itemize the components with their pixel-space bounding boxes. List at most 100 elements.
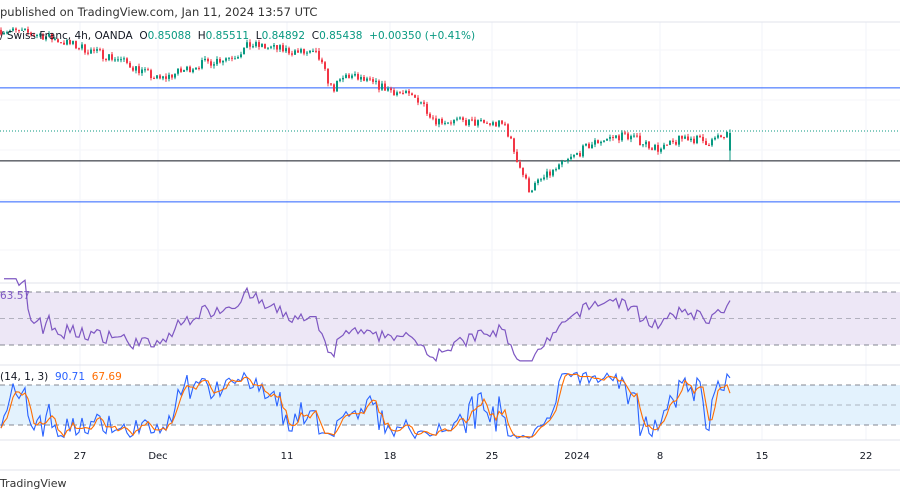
candle-body xyxy=(192,69,194,73)
candle-body xyxy=(405,90,407,94)
candle-body xyxy=(198,67,200,69)
candle-body xyxy=(690,138,692,141)
published-caption: published on TradingView.com, Jan 11, 20… xyxy=(0,5,318,19)
candle-body xyxy=(213,64,215,66)
candle-body xyxy=(42,34,44,40)
candle-body xyxy=(639,135,641,146)
candle-body xyxy=(45,36,47,40)
candle-body xyxy=(546,171,548,178)
candle-body xyxy=(348,74,350,78)
candle-body xyxy=(420,102,422,104)
candle-body xyxy=(324,62,326,69)
candle-body xyxy=(576,153,578,155)
candle-body xyxy=(447,122,449,124)
candle-body xyxy=(606,138,608,141)
candle-body xyxy=(417,97,419,103)
candle-body xyxy=(429,113,431,118)
candle-body xyxy=(432,117,434,119)
candle-body xyxy=(144,69,146,71)
candle-body xyxy=(453,119,455,124)
candle-body xyxy=(117,59,119,61)
x-axis-tick: Dec xyxy=(148,451,168,462)
candle-body xyxy=(186,66,188,71)
stoch-legend: (14, 1, 3) 90.71 67.69 xyxy=(0,371,122,383)
candle-body xyxy=(270,46,272,48)
candle-body xyxy=(516,151,518,163)
candle-body xyxy=(510,136,512,139)
candle-body xyxy=(441,118,443,124)
candle-body xyxy=(468,119,470,126)
candle-body xyxy=(81,44,83,49)
candle-body xyxy=(138,66,140,74)
candle-body xyxy=(66,39,68,45)
stoch-k-line xyxy=(0,371,731,440)
candle-body xyxy=(663,144,665,149)
candle-body xyxy=(12,28,14,31)
candle-body xyxy=(573,154,575,157)
candle-body xyxy=(156,75,158,79)
candle-body xyxy=(189,66,191,73)
candle-body xyxy=(507,124,509,137)
candle-body xyxy=(708,144,710,146)
candle-body xyxy=(543,177,545,180)
candle-body xyxy=(33,34,35,36)
candle-body xyxy=(351,75,353,78)
candle-body xyxy=(603,140,605,142)
candle-body xyxy=(102,49,104,59)
candle-body xyxy=(228,57,230,59)
open-value: 0.85088 xyxy=(147,30,192,42)
candle-body xyxy=(51,33,53,40)
candle-body xyxy=(633,135,635,137)
candle-body xyxy=(105,58,107,60)
candle-body xyxy=(54,39,56,41)
candle-body xyxy=(252,46,254,48)
candle-body xyxy=(489,123,491,125)
candle-body xyxy=(120,59,122,61)
candle-body xyxy=(249,42,251,47)
candle-body xyxy=(459,117,461,119)
candle-body xyxy=(231,57,233,59)
candle-body xyxy=(414,95,416,98)
candle-body xyxy=(39,34,41,36)
candle-body xyxy=(300,49,302,53)
candle-body xyxy=(597,140,599,144)
candle-body xyxy=(465,119,467,126)
candle-body xyxy=(30,32,32,35)
candle-body xyxy=(462,117,464,120)
candle-body xyxy=(264,44,266,49)
tradingview-brand: TradingView xyxy=(0,477,67,490)
candle-body xyxy=(27,29,29,33)
candle-body xyxy=(60,42,62,44)
candle-body xyxy=(21,29,23,31)
candle-body xyxy=(672,140,674,142)
candle-body xyxy=(237,57,239,59)
candle-body xyxy=(657,144,659,152)
candle-body xyxy=(267,47,269,49)
candle-body xyxy=(390,88,392,91)
candle-body xyxy=(180,68,182,72)
candle-body xyxy=(6,32,8,34)
candle-body xyxy=(78,48,80,50)
candle-body xyxy=(63,42,65,45)
candle-body xyxy=(399,92,401,94)
rsi-line xyxy=(4,278,731,363)
candle-body xyxy=(285,48,287,52)
candle-body xyxy=(309,50,311,53)
candle-body xyxy=(537,179,539,184)
candle-body xyxy=(498,120,500,127)
candle-body xyxy=(111,54,113,60)
candle-body xyxy=(303,49,305,54)
candle-body xyxy=(153,78,155,80)
candle-body xyxy=(177,68,179,74)
candle-body xyxy=(705,140,707,145)
candle-body xyxy=(240,54,242,58)
candle-body xyxy=(360,76,362,80)
candle-body xyxy=(333,84,335,92)
candle-body xyxy=(174,73,176,78)
candle-body xyxy=(372,79,374,82)
candle-body xyxy=(669,140,671,145)
candle-body xyxy=(141,69,143,74)
candle-body xyxy=(159,75,161,79)
candle-body xyxy=(558,164,560,170)
